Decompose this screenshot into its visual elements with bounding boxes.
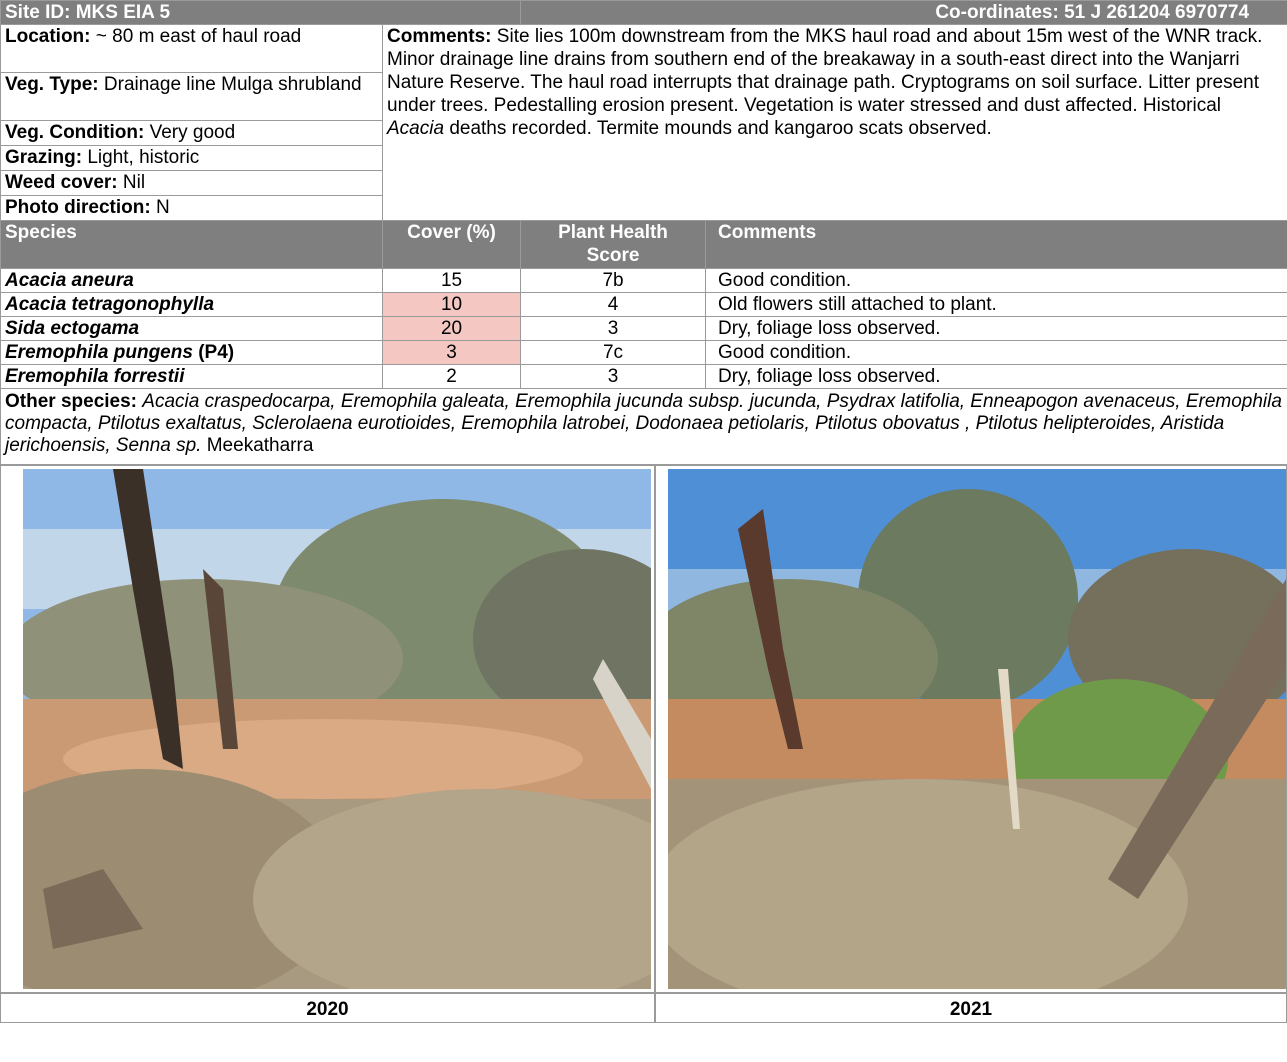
comments-text: Site lies 100m downstream from the MKS h… xyxy=(387,26,1263,116)
comments-cell: Comments: Site lies 100m downstream from… xyxy=(381,24,1287,221)
info-value: Very good xyxy=(149,122,236,143)
site-table: Site ID: MKS EIA 5 Co-ordinates: 51 J 26… xyxy=(0,0,1287,465)
other-species-cell: Other species: Acacia craspedocarpa, Ere… xyxy=(0,388,1287,465)
info-value: N xyxy=(155,197,170,218)
cover: 3 xyxy=(381,340,522,365)
info-cell: Weed cover: Nil xyxy=(0,170,383,196)
photo-2020 xyxy=(0,465,713,1009)
species: Acacia aneura xyxy=(0,268,383,293)
comment: Good condition. xyxy=(705,340,1287,365)
health: 7c xyxy=(520,340,707,365)
info-label: Location: xyxy=(5,26,91,47)
comments-label: Comments: xyxy=(387,26,492,47)
cover: 15 xyxy=(381,268,522,293)
info-label: Veg. Condition: xyxy=(5,122,145,143)
other-species-label: Other species: xyxy=(5,391,137,412)
photo xyxy=(0,469,713,1009)
info-value: Nil xyxy=(122,172,146,193)
species-header: Species Cover (%) Plant Health Score Com… xyxy=(0,220,1287,269)
health: 3 xyxy=(520,316,707,341)
other-species-list: Acacia craspedocarpa, Eremophila galeata… xyxy=(5,391,1282,456)
column-header: Cover (%) xyxy=(381,220,522,269)
species: Acacia tetragonophylla xyxy=(0,292,383,317)
info-cell: Photo direction: N xyxy=(0,195,383,221)
species-cell: Eremophila pungens (P4) xyxy=(0,340,383,365)
info-label: Photo direction: xyxy=(5,197,151,218)
comment: Dry, foliage loss observed. xyxy=(705,316,1287,341)
cover: 10 xyxy=(381,292,522,317)
species: Sida ectogama xyxy=(0,316,383,341)
health: 7b xyxy=(520,268,707,293)
comment: Good condition. xyxy=(705,268,1287,293)
info-value: Drainage line Mulga shrubland xyxy=(103,74,362,95)
health: 3 xyxy=(520,364,707,389)
health: 4 xyxy=(520,292,707,317)
photo xyxy=(638,469,1287,1019)
info-cell: Grazing: Light, historic xyxy=(0,145,383,171)
info-cell: Veg. Type: Drainage line Mulga shrubland xyxy=(0,72,383,121)
cover: 20 xyxy=(381,316,522,341)
column-header: Species xyxy=(0,220,383,269)
info-cell: Veg. Condition: Very good xyxy=(0,120,383,146)
photo-caption: 2021 xyxy=(655,993,1287,1023)
comment: Old flowers still attached to plant. xyxy=(705,292,1287,317)
photo-row xyxy=(0,465,1287,1019)
info-value: ~ 80 m east of haul road xyxy=(95,26,302,47)
coordinates: Co-ordinates: 51 J 261204 6970774 xyxy=(520,0,1287,25)
comments-text-end: deaths recorded. Termite mounds and kang… xyxy=(449,118,992,139)
info-label: Weed cover: xyxy=(5,172,118,193)
species-status: (P4) xyxy=(198,342,235,363)
species: Eremophila forrestii xyxy=(0,364,383,389)
site-id: Site ID: MKS EIA 5 xyxy=(0,0,522,25)
info-label: Veg. Type: xyxy=(5,74,99,95)
header-row: Site ID: MKS EIA 5 Co-ordinates: 51 J 26… xyxy=(0,0,1287,25)
cover: 2 xyxy=(381,364,522,389)
info-value: Light, historic xyxy=(87,147,200,168)
column-header: Comments xyxy=(705,220,1287,269)
info-cell: Location: ~ 80 m east of haul road xyxy=(0,24,383,73)
comments-italic: Acacia xyxy=(387,118,445,139)
column-header: Plant Health Score xyxy=(520,220,707,269)
other-species-text: Meekatharra xyxy=(206,435,314,456)
photo-2021 xyxy=(638,465,1287,1019)
comment: Dry, foliage loss observed. xyxy=(705,364,1287,389)
photo-caption: 2020 xyxy=(0,993,655,1023)
caption-row: 2020 2021 xyxy=(0,993,1287,1023)
species: Eremophila pungens xyxy=(5,342,193,363)
info-label: Grazing: xyxy=(5,147,83,168)
